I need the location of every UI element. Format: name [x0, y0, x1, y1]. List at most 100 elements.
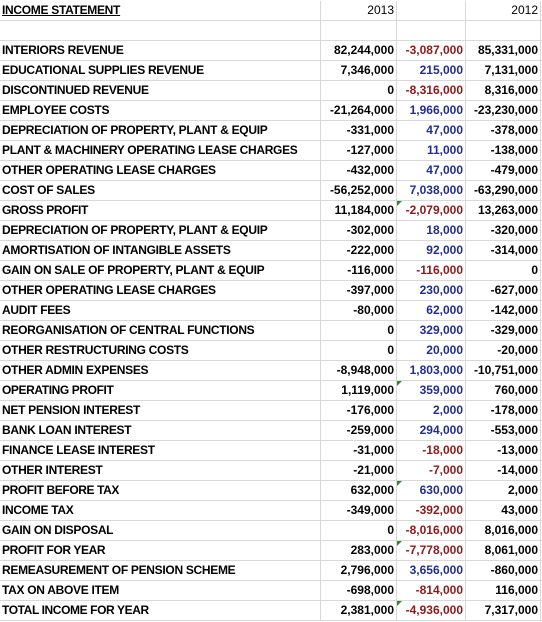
table-row[interactable]: BANK LOAN INTEREST -259,000 294,000 -553,00… — [0, 421, 542, 441]
value-2012-cell[interactable]: 13,263,000 — [465, 201, 541, 220]
value-2012-cell[interactable]: 116,000 — [465, 581, 541, 600]
row-label[interactable]: EMPLOYEE COSTS — [2, 103, 110, 117]
row-label[interactable]: FINANCE LEASE INTEREST — [2, 443, 155, 457]
row-label[interactable]: PLANT & MACHINERY OPERATING LEASE CHARGE… — [2, 143, 298, 157]
difference-cell[interactable]: 294,000 — [396, 421, 465, 440]
blank-cell[interactable] — [465, 21, 541, 40]
value-2013-cell[interactable]: -127,000 — [320, 141, 396, 160]
difference-cell[interactable]: 62,000 — [396, 301, 465, 320]
value-2013-cell[interactable]: 7,346,000 — [320, 61, 396, 80]
value-2012-cell[interactable]: -13,000 — [465, 441, 541, 460]
difference-cell[interactable]: -7,000 — [396, 461, 465, 480]
difference-cell[interactable]: 230,000 — [396, 281, 465, 300]
row-label[interactable]: TAX ON ABOVE ITEM — [2, 583, 119, 597]
row-label[interactable]: TOTAL INCOME FOR YEAR — [2, 603, 149, 617]
row-label[interactable]: PROFIT BEFORE TAX — [2, 483, 119, 497]
value-2012-cell[interactable]: -378,000 — [465, 121, 541, 140]
value-2013-cell[interactable]: -698,000 — [320, 581, 396, 600]
value-2013-cell[interactable]: -259,000 — [320, 421, 396, 440]
value-2013-cell[interactable]: -397,000 — [320, 281, 396, 300]
difference-cell[interactable]: 11,000 — [396, 141, 465, 160]
row-label[interactable]: GROSS PROFIT — [2, 203, 88, 217]
difference-cell[interactable]: -4,936,000 — [396, 601, 465, 620]
value-2012-cell[interactable]: -20,000 — [465, 341, 541, 360]
difference-cell[interactable]: 92,000 — [396, 241, 465, 260]
table-row[interactable]: NET PENSION INTEREST -176,000 2,000 -178,00… — [0, 401, 542, 421]
value-2013-cell[interactable]: 0 — [320, 521, 396, 540]
row-label[interactable]: REMEASUREMENT OF PENSION SCHEME — [2, 563, 236, 577]
value-2012-cell[interactable]: -23,230,000 — [465, 101, 541, 120]
row-label[interactable]: DISCONTINUED REVENUE — [2, 83, 149, 97]
difference-cell[interactable]: -116,000 — [396, 261, 465, 280]
value-2013-cell[interactable]: 1,119,000 — [320, 381, 396, 400]
table-row[interactable]: FINANCE LEASE INTEREST -31,000 -18,000 -13,… — [0, 441, 542, 461]
value-2012-cell[interactable]: -138,000 — [465, 141, 541, 160]
table-row[interactable]: DEPRECIATION OF PROPERTY, PLANT & EQUIP -… — [0, 221, 542, 241]
value-2013-cell[interactable]: 632,000 — [320, 481, 396, 500]
value-2012-cell[interactable]: 43,000 — [465, 501, 541, 520]
value-2013-cell[interactable]: -21,264,000 — [320, 101, 396, 120]
difference-cell[interactable]: 1,803,000 — [396, 361, 465, 380]
row-label[interactable]: INTERIORS REVENUE — [2, 43, 124, 57]
difference-cell[interactable]: 47,000 — [396, 121, 465, 140]
value-2013-cell[interactable]: 2,381,000 — [320, 601, 396, 620]
row-label[interactable]: REORGANISATION OF CENTRAL FUNCTIONS — [2, 323, 255, 337]
value-2012-cell[interactable]: 2,000 — [465, 481, 541, 500]
column-header-2013[interactable]: 2013 — [320, 1, 396, 20]
blank-row[interactable] — [0, 21, 542, 41]
table-row[interactable]: DEPRECIATION OF PROPERTY, PLANT & EQUIP -… — [0, 121, 542, 141]
value-2012-cell[interactable]: -14,000 — [465, 461, 541, 480]
value-2013-cell[interactable]: 82,244,000 — [320, 41, 396, 60]
value-2013-cell[interactable]: 0 — [320, 341, 396, 360]
value-2012-cell[interactable]: 7,317,000 — [465, 601, 541, 620]
difference-cell[interactable]: 7,038,000 — [396, 181, 465, 200]
difference-cell[interactable]: 359,000 — [396, 381, 465, 400]
table-row[interactable]: PROFIT BEFORE TAX 632,000 630,000 2,000 — [0, 481, 542, 501]
row-label[interactable]: GAIN ON SALE OF PROPERTY, PLANT & EQUIP — [2, 263, 265, 277]
value-2012-cell[interactable]: 8,016,000 — [465, 521, 541, 540]
value-2012-cell[interactable]: -329,000 — [465, 321, 541, 340]
blank-cell[interactable] — [2, 21, 320, 40]
value-2012-cell[interactable]: 7,131,000 — [465, 61, 541, 80]
difference-cell[interactable]: -3,087,000 — [396, 41, 465, 60]
table-row[interactable]: GROSS PROFIT 11,184,000 -2,079,000 13,263,0… — [0, 201, 542, 221]
value-2013-cell[interactable]: -56,252,000 — [320, 181, 396, 200]
row-label[interactable]: OTHER ADMIN EXPENSES — [2, 363, 149, 377]
table-row[interactable]: EDUCATIONAL SUPPLIES REVENUE 7,346,000 215… — [0, 61, 542, 81]
table-row[interactable]: GAIN ON SALE OF PROPERTY, PLANT & EQUIP -… — [0, 261, 542, 281]
value-2013-cell[interactable]: -331,000 — [320, 121, 396, 140]
value-2013-cell[interactable]: 283,000 — [320, 541, 396, 560]
column-header-difference[interactable] — [396, 1, 465, 20]
table-row[interactable]: OTHER RESTRUCTURING COSTS 0 20,000 -20,000 — [0, 341, 542, 361]
value-2013-cell[interactable]: 11,184,000 — [320, 201, 396, 220]
difference-cell[interactable]: 47,000 — [396, 161, 465, 180]
value-2013-cell[interactable]: -432,000 — [320, 161, 396, 180]
value-2012-cell[interactable]: -860,000 — [465, 561, 541, 580]
table-row[interactable]: DISCONTINUED REVENUE 0 -8,316,000 8,316,000 — [0, 81, 542, 101]
difference-cell[interactable]: 18,000 — [396, 221, 465, 240]
row-label[interactable]: PROFIT FOR YEAR — [2, 543, 106, 557]
value-2012-cell[interactable]: 8,316,000 — [465, 81, 541, 100]
value-2013-cell[interactable]: -222,000 — [320, 241, 396, 260]
row-label[interactable]: OTHER RESTRUCTURING COSTS — [2, 343, 189, 357]
value-2013-cell[interactable]: -21,000 — [320, 461, 396, 480]
value-2012-cell[interactable]: -142,000 — [465, 301, 541, 320]
row-label[interactable]: GAIN ON DISPOSAL — [2, 523, 114, 537]
row-label[interactable]: OTHER OPERATING LEASE CHARGES — [2, 163, 216, 177]
value-2012-cell[interactable]: -314,000 — [465, 241, 541, 260]
table-row[interactable]: INCOME TAX -349,000 -392,000 43,000 — [0, 501, 542, 521]
difference-cell[interactable]: 329,000 — [396, 321, 465, 340]
value-2012-cell[interactable]: -627,000 — [465, 281, 541, 300]
difference-cell[interactable]: -8,016,000 — [396, 521, 465, 540]
difference-cell[interactable]: 3,656,000 — [396, 561, 465, 580]
difference-cell[interactable]: -2,079,000 — [396, 201, 465, 220]
value-2012-cell[interactable]: -10,751,000 — [465, 361, 541, 380]
table-row[interactable]: OTHER ADMIN EXPENSES -8,948,000 1,803,000-… — [0, 361, 542, 381]
value-2012-cell[interactable]: 760,000 — [465, 381, 541, 400]
row-label[interactable]: DEPRECIATION OF PROPERTY, PLANT & EQUIP — [2, 223, 268, 237]
row-label[interactable]: EDUCATIONAL SUPPLIES REVENUE — [2, 63, 204, 77]
row-label[interactable]: BANK LOAN INTEREST — [2, 423, 132, 437]
header-row[interactable]: INCOME STATEMENT 2013 2012 — [0, 1, 542, 21]
row-label[interactable]: AUDIT FEES — [2, 303, 71, 317]
difference-cell[interactable]: 630,000 — [396, 481, 465, 500]
